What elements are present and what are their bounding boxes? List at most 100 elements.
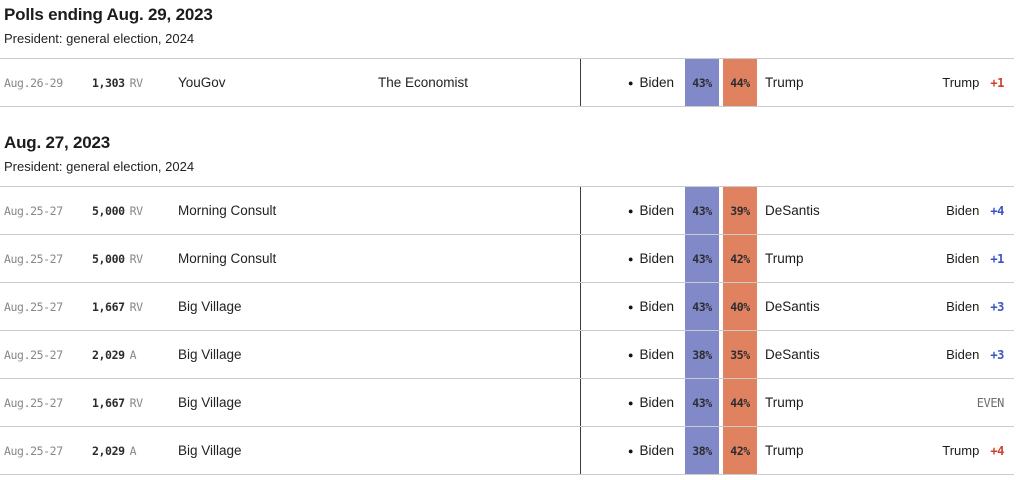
candidate-1-name: Biden xyxy=(639,347,674,362)
candidate-1: ● Biden xyxy=(581,235,681,282)
leader-name: Biden xyxy=(946,251,980,266)
incumbent-dot-icon: ● xyxy=(628,205,634,216)
sample-value: 5,000 xyxy=(92,251,125,266)
sponsor: The Economist xyxy=(378,75,469,90)
section-subtitle: President: general election, 2024 xyxy=(4,31,195,46)
table-row: Aug.25-27 5,000 RV Morning Consult ● Bid… xyxy=(0,186,1014,234)
candidate-1-pct: 43% xyxy=(685,283,719,330)
leader: Trump +1 xyxy=(907,59,1014,106)
poll-results: ● Biden 43% 39% DeSantis Biden +4 xyxy=(580,187,1014,234)
leader-name: Trump xyxy=(942,443,980,458)
incumbent-dot-icon: ● xyxy=(628,301,634,312)
sample-size: 1,667 RV xyxy=(92,283,178,330)
poll-dates: Aug.25-27 xyxy=(4,299,63,314)
section-title: Polls ending Aug. 29, 2023 xyxy=(4,5,213,24)
poll-results: ● Biden 38% 42% Trump Trump +4 xyxy=(580,427,1014,474)
leader-name: Biden xyxy=(946,299,980,314)
pollster-link[interactable]: Big Village xyxy=(178,443,242,458)
poll-results: ● Biden 38% 35% DeSantis Biden +3 xyxy=(580,331,1014,378)
leader: Biden +1 xyxy=(907,235,1014,282)
candidate-1-pct: 38% xyxy=(685,427,719,474)
poll-dates: Aug.25-27 xyxy=(4,443,63,458)
sample-value: 1,667 xyxy=(92,299,125,314)
leader-margin: +1 xyxy=(990,75,1004,90)
sample-size: 1,667 RV xyxy=(92,379,178,426)
poll-section-aug-27: Aug. 27, 2023 President: general electio… xyxy=(0,134,1014,475)
sample-type: RV xyxy=(129,203,143,218)
sample-type: A xyxy=(129,443,137,458)
candidate-2-pct: 44% xyxy=(723,379,757,426)
leader-margin: +4 xyxy=(990,443,1004,458)
leader: Biden +4 xyxy=(907,187,1014,234)
candidate-1: ● Biden xyxy=(581,331,681,378)
candidate-1-name: Biden xyxy=(639,203,674,218)
sponsor xyxy=(378,235,580,282)
candidate-1: ● Biden xyxy=(581,427,681,474)
incumbent-dot-icon: ● xyxy=(628,349,634,360)
leader-name: Biden xyxy=(946,347,980,362)
poll-dates: Aug.25-27 xyxy=(4,395,63,410)
sample-value: 2,029 xyxy=(92,443,125,458)
pollster-link[interactable]: Big Village xyxy=(178,395,242,410)
leader: EVEN xyxy=(907,379,1014,426)
candidate-2-pct: 35% xyxy=(723,331,757,378)
leader-name: Biden xyxy=(946,203,980,218)
candidate-1: ● Biden xyxy=(581,283,681,330)
candidate-1-name: Biden xyxy=(639,299,674,314)
sample-type: A xyxy=(129,347,137,362)
pollster-link[interactable]: Morning Consult xyxy=(178,203,277,218)
candidate-1: ● Biden xyxy=(581,187,681,234)
candidate-1-name: Biden xyxy=(639,75,674,90)
poll-dates: Aug.25-27 xyxy=(4,251,63,266)
leader-name: Trump xyxy=(942,75,980,90)
pollster-link[interactable]: Big Village xyxy=(178,299,242,314)
section-header: Aug. 27, 2023 President: general electio… xyxy=(0,134,1014,175)
candidate-2-pct: 40% xyxy=(723,283,757,330)
sponsor xyxy=(378,283,580,330)
poll-dates: Aug.25-27 xyxy=(4,203,63,218)
sample-type: RV xyxy=(129,299,143,314)
sample-size: 2,029 A xyxy=(92,427,178,474)
incumbent-dot-icon: ● xyxy=(628,253,634,264)
polls-page: Polls ending Aug. 29, 2023 President: ge… xyxy=(0,0,1014,475)
pollster-link[interactable]: YouGov xyxy=(178,75,226,90)
poll-section-aug-29: Polls ending Aug. 29, 2023 President: ge… xyxy=(0,0,1014,107)
candidate-1-pct: 43% xyxy=(685,235,719,282)
sample-type: RV xyxy=(129,75,143,90)
candidate-2-pct: 42% xyxy=(723,235,757,282)
candidate-2-pct: 39% xyxy=(723,187,757,234)
sample-size: 5,000 RV xyxy=(92,235,178,282)
candidate-1: ● Biden xyxy=(581,379,681,426)
candidate-2-pct: 44% xyxy=(723,59,757,106)
candidate-2-name: Trump xyxy=(765,75,804,90)
incumbent-dot-icon: ● xyxy=(628,397,634,408)
poll-results: ● Biden 43% 44% Trump EVEN xyxy=(580,379,1014,426)
incumbent-dot-icon: ● xyxy=(628,77,634,88)
sample-type: RV xyxy=(129,395,143,410)
sample-value: 2,029 xyxy=(92,347,125,362)
polls-table: Aug.26-29 1,303 RV YouGov The Economist … xyxy=(0,58,1014,107)
candidate-1-pct: 38% xyxy=(685,331,719,378)
sample-size: 1,303 RV xyxy=(92,59,178,106)
leader-margin: +1 xyxy=(990,251,1004,266)
candidate-2-name: Trump xyxy=(765,443,804,458)
candidate-2-name: Trump xyxy=(765,395,804,410)
pollster-link[interactable]: Morning Consult xyxy=(178,251,277,266)
poll-results: ● Biden 43% 44% Trump Trump +1 xyxy=(580,59,1014,106)
sample-size: 5,000 RV xyxy=(92,187,178,234)
table-row: Aug.25-27 5,000 RV Morning Consult ● Bid… xyxy=(0,234,1014,282)
poll-dates: Aug.26-29 xyxy=(4,75,63,90)
table-row: Aug.25-27 1,667 RV Big Village ● Biden 4… xyxy=(0,378,1014,426)
sponsor xyxy=(378,379,580,426)
sample-value: 1,667 xyxy=(92,395,125,410)
polls-table: Aug.25-27 5,000 RV Morning Consult ● Bid… xyxy=(0,186,1014,475)
sponsor xyxy=(378,187,580,234)
sponsor xyxy=(378,331,580,378)
leader-margin: EVEN xyxy=(976,395,1005,410)
pollster-link[interactable]: Big Village xyxy=(178,347,242,362)
candidate-1-pct: 43% xyxy=(685,59,719,106)
sample-value: 1,303 xyxy=(92,75,125,90)
poll-dates: Aug.25-27 xyxy=(4,347,63,362)
candidate-2-name: DeSantis xyxy=(765,347,820,362)
leader-margin: +3 xyxy=(990,299,1004,314)
